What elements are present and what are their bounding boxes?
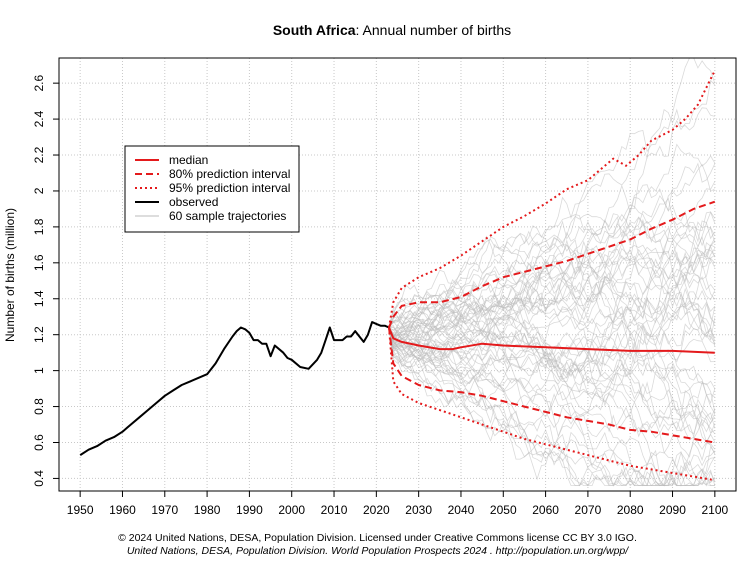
legend-label: median <box>169 153 208 167</box>
sample-trajectory <box>388 247 716 362</box>
plot-frame <box>58 57 737 492</box>
sample-trajectory <box>388 217 716 328</box>
series-95-lower <box>388 327 715 482</box>
sample-trajectory <box>388 107 715 345</box>
sample-trajectory <box>388 327 715 487</box>
sample-trajectory <box>388 327 716 487</box>
sample-trajectory <box>388 327 716 450</box>
sample-trajectory <box>388 300 716 383</box>
sample-trajectory <box>388 236 715 363</box>
sample-trajectory <box>388 281 716 346</box>
series-lines <box>79 70 716 482</box>
series-observed <box>79 321 390 456</box>
chart-title-country: South Africa <box>273 22 356 38</box>
sample-trajectory <box>388 232 715 328</box>
y-tick-label: 1.4 <box>32 290 46 307</box>
y-axis-label: Number of births (million) <box>3 208 17 342</box>
x-tick-label: 2070 <box>575 503 602 517</box>
x-tick-label: 2000 <box>278 503 305 517</box>
footer-copyright: © 2024 United Nations, DESA, Population … <box>118 532 637 544</box>
y-tick-label: 2 <box>32 187 46 194</box>
x-tick-label: 2010 <box>321 503 348 517</box>
sample-trajectory <box>388 246 716 352</box>
y-tick-label: 0.4 <box>32 470 46 487</box>
sample-trajectory <box>388 290 716 344</box>
series-80-lower <box>388 327 715 444</box>
y-tick-label: 1 <box>32 367 46 374</box>
sample-trajectory <box>388 309 716 439</box>
sample-trajectory <box>388 324 716 469</box>
series-median <box>388 327 715 354</box>
y-tick-label: 0.6 <box>32 434 46 451</box>
chart-title-rest: : Annual number of births <box>356 22 512 38</box>
sample-trajectory <box>388 143 716 355</box>
sample-trajectory <box>388 245 716 354</box>
x-tick-label: 2090 <box>659 503 686 517</box>
y-tick-label: 1.8 <box>32 218 46 235</box>
sample-trajectory <box>388 163 716 350</box>
sample-trajectory <box>388 327 716 487</box>
x-axis: 1950 1960 1970 1980 1990 2000 2010 2020 2030 2040… <box>67 491 729 517</box>
sample-trajectory <box>388 211 716 358</box>
x-tick-label: 1970 <box>151 503 178 517</box>
x-tick-label: 2060 <box>532 503 559 517</box>
sample-trajectory <box>388 327 715 487</box>
series-80-upper <box>388 200 716 328</box>
x-tick-label: 2050 <box>490 503 517 517</box>
y-tick-label: 1.6 <box>32 254 46 271</box>
sample-trajectory <box>389 257 716 348</box>
sample-trajectory <box>388 312 716 382</box>
sample-trajectory <box>388 312 716 443</box>
sample-trajectory <box>388 255 716 369</box>
footer-citation: United Nations, DESA, Population Divisio… <box>126 545 629 557</box>
x-tick-label: 1960 <box>109 503 136 517</box>
sample-trajectory <box>388 221 716 328</box>
x-tick-label: 2030 <box>405 503 432 517</box>
y-axis: 0.4 0.6 0.8 1 1.2 1.4 1.6 1.8 2 2.2 2.4 2.6 <box>32 74 59 487</box>
y-tick-label: 1.2 <box>32 326 46 343</box>
y-tick-label: 0.8 <box>32 398 46 415</box>
sample-trajectory <box>388 249 716 356</box>
x-tick-label: 1990 <box>236 503 263 517</box>
legend-label: observed <box>169 195 218 209</box>
sample-trajectories <box>388 57 716 487</box>
x-tick-label: 2020 <box>363 503 390 517</box>
x-tick-label: 2040 <box>448 503 475 517</box>
x-tick-label: 1950 <box>67 503 94 517</box>
sample-trajectory <box>388 327 716 438</box>
sample-trajectory <box>388 311 716 417</box>
x-tick-label: 2080 <box>617 503 644 517</box>
sample-trajectory <box>388 310 716 413</box>
sample-trajectory <box>388 327 716 487</box>
chart-title: South Africa: Annual number of births <box>273 22 511 38</box>
y-tick-label: 2.2 <box>32 146 46 163</box>
y-tick-label: 2.6 <box>32 74 46 91</box>
x-tick-label: 2100 <box>701 503 728 517</box>
x-tick-label: 1980 <box>194 503 221 517</box>
legend-label: 95% prediction interval <box>169 181 290 195</box>
sample-trajectory <box>388 181 716 328</box>
legend-label: 80% prediction interval <box>169 167 290 181</box>
sample-trajectory <box>388 327 716 471</box>
y-tick-label: 2.4 <box>32 110 46 127</box>
legend-label: 60 sample trajectories <box>169 209 286 223</box>
